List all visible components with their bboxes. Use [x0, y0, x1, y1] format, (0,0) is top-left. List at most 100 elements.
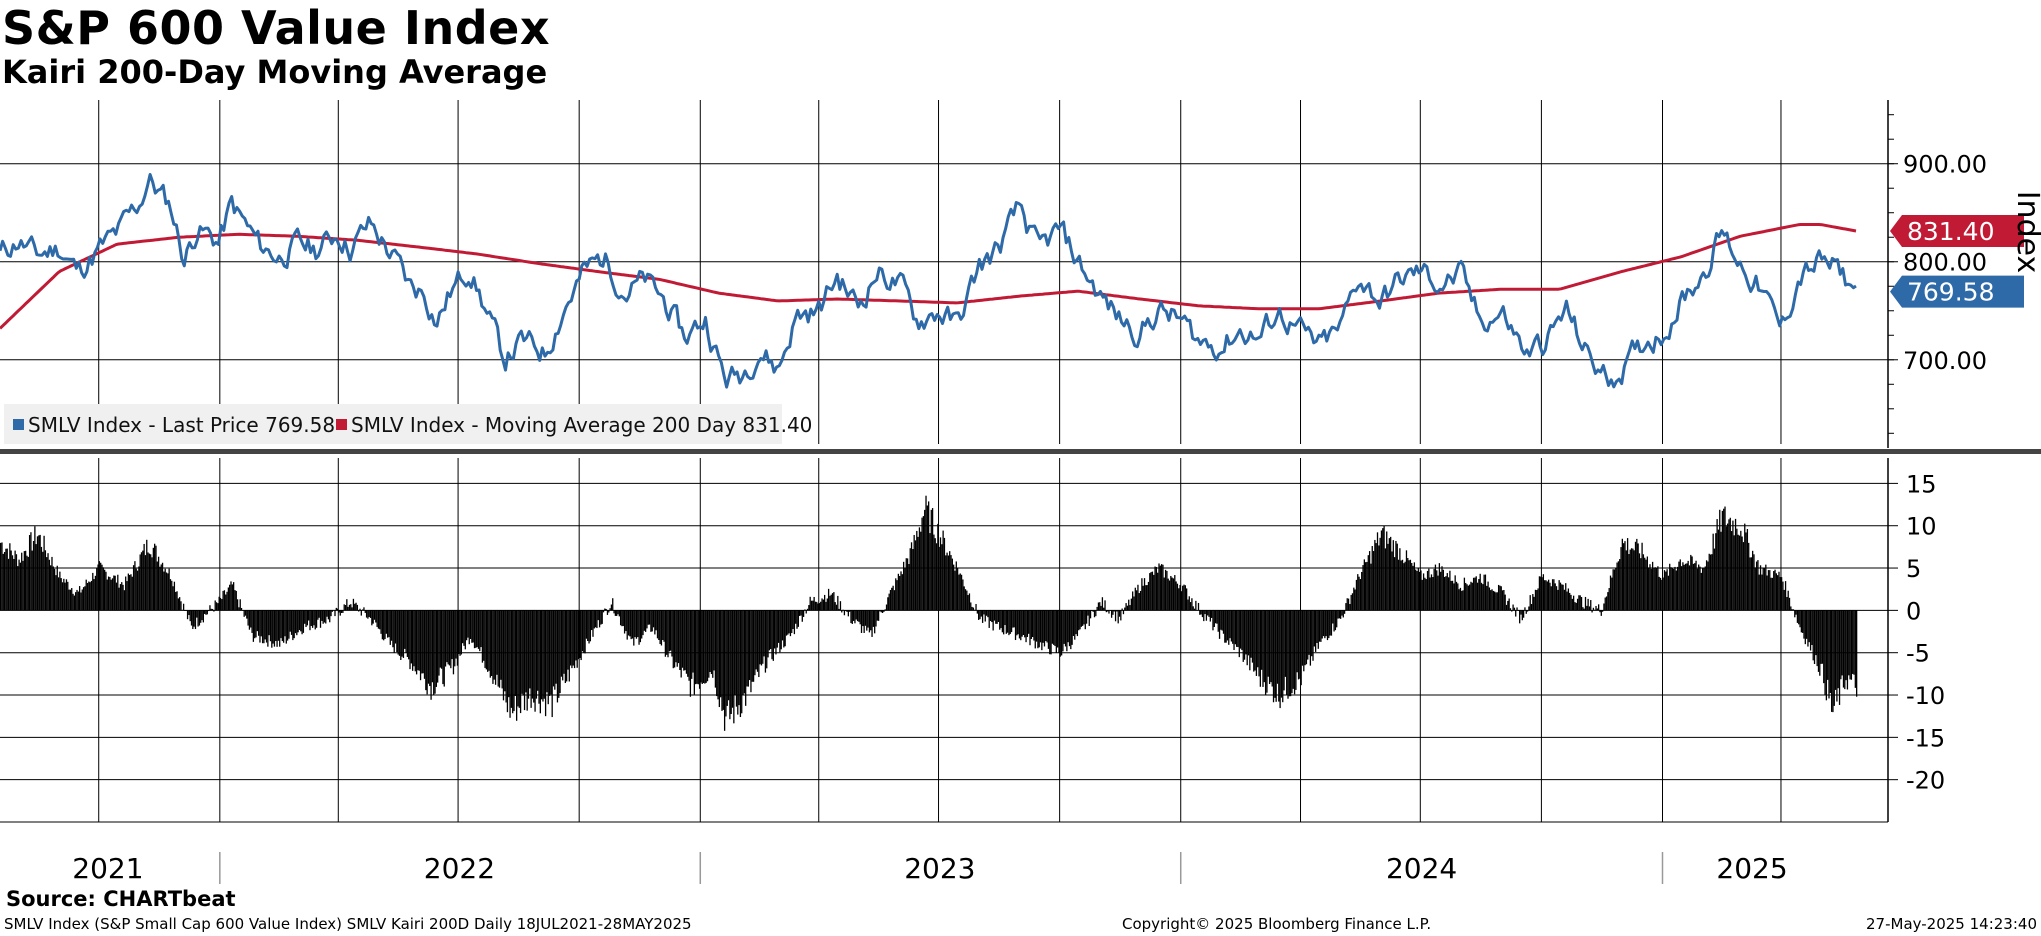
kairi-bar [225, 594, 227, 611]
kairi-bar [1490, 590, 1492, 611]
kairi-bar [988, 610, 990, 628]
kairi-bar [791, 610, 793, 634]
kairi-bar [775, 610, 777, 655]
y-tick-label-bottom: -5 [1906, 640, 1930, 668]
kairi-bar [1695, 560, 1697, 611]
kairi-bar [334, 610, 336, 617]
kairi-bar [447, 610, 449, 665]
kairi-bar [152, 547, 154, 611]
kairi-bar [1711, 554, 1713, 611]
kairi-bar [142, 550, 144, 611]
kairi-bar [73, 595, 76, 611]
kairi-bar [1703, 567, 1705, 611]
kairi-bar [1224, 610, 1226, 643]
kairi-bar [1727, 523, 1729, 611]
kairi-bar [569, 610, 572, 666]
kairi-bar [1541, 577, 1543, 611]
kairi-bar [1207, 610, 1209, 616]
kairi-bar [217, 603, 219, 611]
kairi-bar [1683, 564, 1685, 611]
kairi-bar [805, 610, 807, 614]
kairi-bar [179, 597, 181, 611]
kairi-bar [502, 610, 505, 701]
kairi-bar [352, 598, 355, 611]
kairi-bar [835, 604, 838, 611]
kairi-bar [792, 610, 794, 630]
kairi-bar [412, 610, 414, 671]
kairi-bar [1403, 563, 1405, 611]
kairi-bar [250, 610, 252, 628]
kairi-bar [425, 610, 427, 691]
kairi-bar [1791, 609, 1793, 611]
kairi-bar [1690, 554, 1692, 611]
kairi-bar [1575, 602, 1577, 611]
kairi-bar [617, 610, 619, 615]
kairi-bar [688, 610, 690, 681]
kairi-bar [942, 530, 944, 611]
kairi-bar [1257, 610, 1259, 668]
kairi-bar [376, 610, 378, 627]
kairi-bar [1143, 578, 1146, 611]
kairi-bar [1342, 610, 1344, 618]
kairi-bar [1808, 610, 1810, 643]
kairi-bar [1705, 560, 1708, 611]
kairi-bar [1829, 610, 1831, 694]
kairi-bar [566, 610, 568, 682]
kairi-bar [893, 590, 896, 611]
kairi-bar [871, 610, 873, 637]
kairi-bar [1374, 539, 1376, 611]
kairi-bar [510, 610, 513, 708]
kairi-bar [1420, 570, 1422, 611]
kairi-bar [85, 579, 87, 611]
kairi-bar [589, 610, 592, 642]
kairi-bar [1692, 563, 1695, 611]
kairi-bar [7, 558, 10, 611]
kairi-bar [383, 610, 385, 641]
kairi-bar [1220, 610, 1222, 630]
kairi-bar [1648, 567, 1650, 611]
kairi-bar [1328, 610, 1330, 639]
kairi-bar [567, 610, 569, 670]
kairi-bar [1232, 610, 1234, 644]
kairi-bar [326, 610, 328, 617]
kairi-bar [1091, 610, 1093, 611]
kairi-bar [1053, 610, 1055, 645]
kairi-bar [518, 610, 520, 708]
kairi-bar [700, 610, 702, 683]
kairi-bar [493, 610, 495, 680]
kairi-bar [618, 610, 620, 617]
kairi-bar [1811, 610, 1813, 646]
kairi-bar [623, 610, 626, 634]
kairi-bar [1031, 610, 1034, 638]
kairi-bar [1035, 610, 1038, 642]
kairi-bar [1386, 531, 1388, 611]
kairi-bar [23, 551, 25, 611]
kairi-bar [1616, 562, 1618, 611]
kairi-bar [1600, 610, 1602, 616]
kairi-bar [63, 578, 65, 611]
kairi-bar [610, 604, 613, 611]
kairi-bar [1817, 610, 1820, 672]
kairi-bar [667, 610, 669, 658]
kairi-bar [1380, 530, 1383, 611]
kairi-bar [1387, 543, 1389, 611]
kairi-bar [600, 610, 602, 625]
kairi-bar [1378, 545, 1380, 611]
kairi-bar [1734, 518, 1737, 611]
kairi-bar [325, 610, 327, 624]
kairi-bar [1511, 610, 1513, 612]
kairi-bar [704, 610, 706, 684]
kairi-bar [1679, 559, 1681, 611]
kairi-bar [584, 610, 586, 654]
kairi-bar [1009, 610, 1011, 634]
kairi-bar [920, 531, 922, 611]
kairi-bar [939, 537, 942, 611]
kairi-bar [734, 610, 736, 696]
kairi-bar [849, 610, 851, 612]
y-axis-label: Index [2010, 191, 2041, 274]
kairi-bar [1545, 580, 1547, 611]
kairi-bar [1259, 610, 1262, 687]
kairi-bar [204, 610, 206, 614]
kairi-bar [1620, 547, 1622, 611]
kairi-bar [1068, 610, 1071, 647]
